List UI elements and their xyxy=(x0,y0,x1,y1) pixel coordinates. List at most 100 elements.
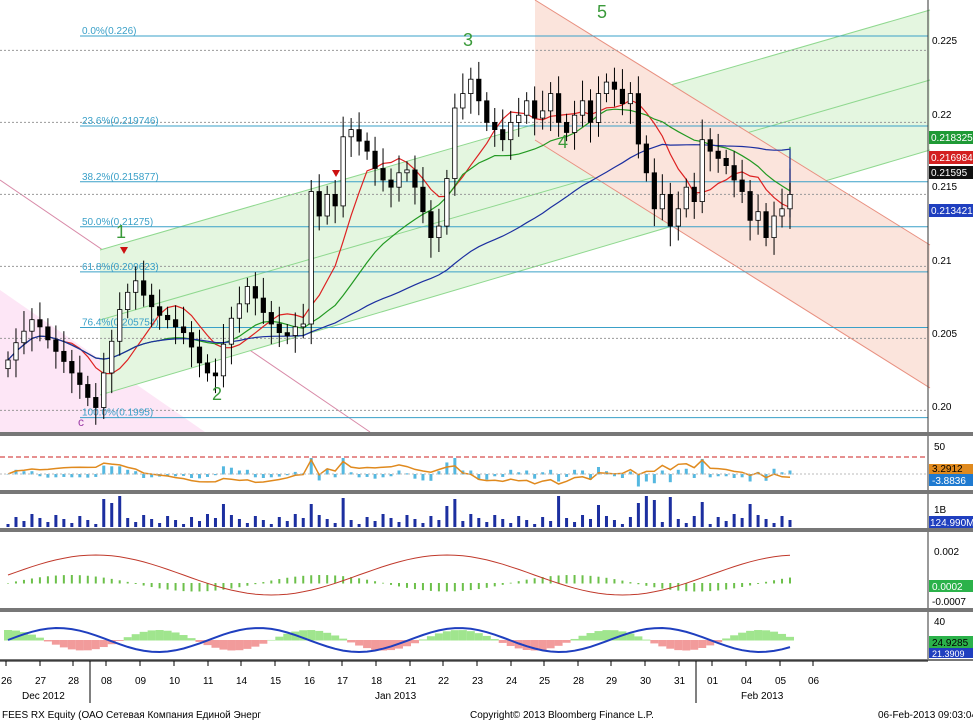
volume-bar xyxy=(708,524,712,527)
oscillator-bar xyxy=(485,474,489,480)
oscillator-badge xyxy=(929,464,973,474)
candle-body xyxy=(460,93,466,109)
volume-bar xyxy=(245,523,249,527)
oscillator-bar xyxy=(150,474,154,478)
oscillator-bar xyxy=(477,474,481,480)
volume-bar xyxy=(485,522,489,527)
dmi-area xyxy=(99,640,108,648)
volume-bar xyxy=(46,522,50,527)
dmi-area xyxy=(147,630,156,641)
macd-bar xyxy=(757,583,760,584)
volume-bar xyxy=(628,517,632,527)
oscillator-bar xyxy=(612,474,616,477)
macd-bar xyxy=(693,583,696,592)
macd-bar xyxy=(62,575,65,584)
macd-bar xyxy=(374,581,377,584)
pane-separator xyxy=(0,659,973,661)
x-tick-label: 24 xyxy=(506,676,518,687)
sma-red-value: 0.216984 xyxy=(931,153,973,164)
wave-labels: 1 2 3 4 5 c xyxy=(78,2,607,429)
candle-body xyxy=(109,340,115,374)
oscillator-bar xyxy=(78,474,82,478)
volume-bar xyxy=(692,516,696,527)
macd-pane xyxy=(7,554,791,596)
oscillator-bar xyxy=(660,470,664,475)
oscillator-bar xyxy=(365,474,369,477)
macd-bar xyxy=(749,583,752,586)
oscillator-tick: 50 xyxy=(934,442,946,453)
volume-bar xyxy=(389,518,393,527)
macd-bar xyxy=(661,583,664,589)
dmi-area xyxy=(211,640,220,648)
dmi-area xyxy=(474,633,483,641)
macd-bar xyxy=(310,575,313,584)
oscillator-bar xyxy=(525,470,529,475)
candle-body xyxy=(787,193,793,210)
oscillator-bar xyxy=(708,474,712,478)
candle-body xyxy=(779,208,785,217)
oscillator-bar xyxy=(86,474,90,478)
macd-bar xyxy=(645,583,648,586)
volume-bar xyxy=(118,496,122,527)
volume-bar xyxy=(142,515,146,527)
candle-body xyxy=(715,150,721,159)
macd-bar xyxy=(709,583,712,592)
dmi-area xyxy=(347,640,356,643)
oscillator-bar xyxy=(716,474,720,477)
candle-body xyxy=(771,215,777,239)
volume-bar xyxy=(740,518,744,527)
oscillator-bar xyxy=(46,474,50,478)
macd-bar xyxy=(182,583,185,592)
macd-bar xyxy=(589,575,592,584)
dmi-area xyxy=(746,630,755,641)
candle-body xyxy=(723,157,729,166)
dmi-area xyxy=(243,640,252,649)
dmi-area xyxy=(51,640,60,645)
candle-body xyxy=(444,178,450,227)
volume-bar xyxy=(732,514,736,527)
dmi-area xyxy=(283,633,292,641)
candle-body xyxy=(428,211,434,238)
dmi-area xyxy=(546,640,555,649)
volume-bar xyxy=(525,520,529,527)
wave-label-4: 4 xyxy=(558,132,568,152)
candle-body xyxy=(675,208,681,227)
oscillator-bar xyxy=(110,466,114,475)
volume-bar xyxy=(357,524,361,527)
candle-body xyxy=(548,93,554,112)
macd-bar xyxy=(677,583,680,591)
volume-bar xyxy=(174,520,178,527)
dmi-area xyxy=(426,636,435,641)
dmi-area xyxy=(562,640,571,643)
dmi-area xyxy=(498,640,507,643)
volume-bar xyxy=(780,516,784,527)
macd-bar xyxy=(629,582,632,584)
oscillator-bar xyxy=(54,474,58,478)
dmi-area xyxy=(187,638,196,641)
dmi-area xyxy=(171,632,180,641)
candle-body xyxy=(476,78,482,102)
volume-bar xyxy=(325,519,329,527)
macd-bar xyxy=(525,579,528,584)
oscillator-bar xyxy=(221,466,225,475)
volume-bar xyxy=(676,519,680,527)
dmi-area xyxy=(315,630,324,641)
dmi-area xyxy=(402,640,411,647)
volume-bar xyxy=(453,499,457,527)
candle-body xyxy=(755,211,761,221)
x-tick-label: 16 xyxy=(304,676,316,687)
macd-bar xyxy=(158,583,161,589)
macd-bar xyxy=(421,583,424,591)
dmi-value-2: 21.3909 xyxy=(932,649,965,659)
candle-body xyxy=(540,110,546,119)
oscillator-bar xyxy=(126,469,130,475)
sma-blue-value: 0.213421 xyxy=(931,206,973,217)
volume-bar xyxy=(589,519,593,527)
footer-ticker: FEES RX Equity (ОАО Сетевая Компания Еди… xyxy=(2,710,261,721)
volume-bar xyxy=(190,517,194,527)
macd-bar xyxy=(166,583,169,590)
volume-bar xyxy=(445,506,449,527)
macd-bar xyxy=(38,577,41,584)
volume-bar xyxy=(381,514,385,527)
dmi-area xyxy=(4,630,12,641)
